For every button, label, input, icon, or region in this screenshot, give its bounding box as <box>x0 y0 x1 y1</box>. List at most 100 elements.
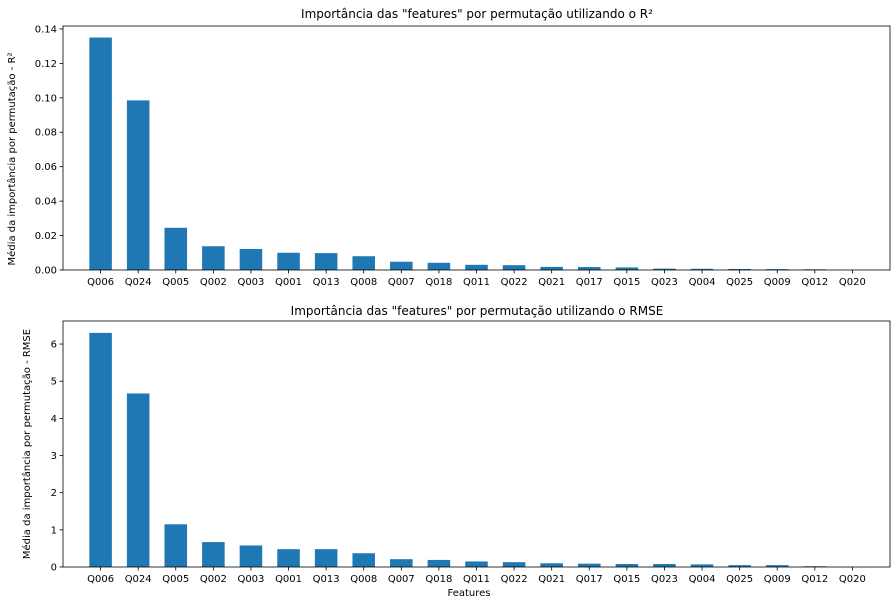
bar-q018 <box>427 559 451 567</box>
y-axis-label: Média da importância por permutação - RM… <box>21 329 33 559</box>
y-tick-label: 6 <box>51 340 57 351</box>
bar-q006 <box>89 332 112 567</box>
axes-frame <box>62 320 891 568</box>
bar-q004 <box>690 564 714 567</box>
y-tick-label: 2 <box>51 488 57 499</box>
y-tick-label: 4 <box>51 414 57 425</box>
axes-frame <box>62 25 891 271</box>
x-tick-label-q006: Q006 <box>87 277 114 288</box>
x-tick-label-q015: Q015 <box>613 574 640 585</box>
bar-q024 <box>126 393 150 567</box>
y-tick-label: 0.12 <box>35 59 57 70</box>
x-tick-label-q008: Q008 <box>350 277 377 288</box>
bar-q013 <box>314 549 338 567</box>
bar-group <box>89 37 827 270</box>
bar-q017 <box>578 563 601 567</box>
bar-q018 <box>427 262 451 270</box>
y-tick-label: 0.02 <box>35 231 57 242</box>
x-tick-label-q009: Q009 <box>764 277 791 288</box>
x-tick-label-q004: Q004 <box>689 574 716 585</box>
y-tick-label: 0.08 <box>35 128 57 139</box>
chart-title: Importância das "features" por permutaçã… <box>291 304 664 318</box>
y-tick-label: 0.00 <box>35 266 57 277</box>
x-tick-label-q003: Q003 <box>237 277 264 288</box>
bar-q021 <box>540 266 563 270</box>
bar-q011 <box>465 264 488 270</box>
x-tick-label-q021: Q021 <box>538 277 565 288</box>
x-tick-label-q011: Q011 <box>463 574 490 585</box>
x-tick-label-q021: Q021 <box>538 574 565 585</box>
x-tick-label-q017: Q017 <box>576 574 603 585</box>
y-tick-label: 0.14 <box>35 24 57 35</box>
bar-q003 <box>239 248 263 270</box>
y-tick-label: 5 <box>51 377 57 388</box>
bar-q025 <box>728 268 751 270</box>
y-tick-group: 0.00 0.02 0.04 0.06 0.08 0.10 0.12 0.14 <box>35 24 63 277</box>
bar-q023 <box>653 268 676 270</box>
bar-q023 <box>653 564 676 567</box>
bar-q022 <box>502 562 526 567</box>
x-tick-label-q008: Q008 <box>350 574 377 585</box>
chart-rmse: Importância das "features" por permutaçã… <box>21 304 891 599</box>
bar-q021 <box>540 563 563 567</box>
x-tick-label-q005: Q005 <box>162 574 189 585</box>
x-axis-label: Features <box>448 588 491 599</box>
x-tick-label-q015: Q015 <box>613 277 640 288</box>
bar-q022 <box>502 265 526 270</box>
x-tick-label-q025: Q025 <box>726 277 753 288</box>
x-tick-label-q005: Q005 <box>162 277 189 288</box>
y-tick-label: 0 <box>51 563 57 574</box>
x-tick-label-q020: Q020 <box>839 277 866 288</box>
bar-group <box>89 332 827 567</box>
bar-q001 <box>277 252 300 270</box>
x-tick-label-q001: Q001 <box>275 277 302 288</box>
bar-q005 <box>164 227 188 270</box>
y-tick-group: 0 1 2 3 4 5 6 <box>51 340 63 574</box>
chart-title: Importância das "features" por permutaçã… <box>301 7 653 21</box>
y-tick-label: 3 <box>51 451 57 462</box>
bar-q001 <box>277 549 300 567</box>
bar-q002 <box>202 246 225 270</box>
x-tick-label-q024: Q024 <box>125 574 152 585</box>
x-tick-label-q012: Q012 <box>801 277 828 288</box>
x-tick-label-q007: Q007 <box>388 574 415 585</box>
bar-q007 <box>390 261 413 270</box>
x-tick-label-q013: Q013 <box>313 277 340 288</box>
bar-q017 <box>578 267 601 270</box>
x-tick-label-q022: Q022 <box>501 574 528 585</box>
x-tick-group: Q006 Q024 Q005 Q002 Q003 Q001 Q013 Q008 Q007 Q018… <box>87 567 866 585</box>
x-tick-label-q011: Q011 <box>463 277 490 288</box>
bar-q002 <box>202 542 225 567</box>
y-axis-label: Média da importância por permutação - R² <box>6 53 18 266</box>
bar-q024 <box>126 100 150 270</box>
x-tick-label-q023: Q023 <box>651 574 678 585</box>
x-tick-label-q002: Q002 <box>200 277 227 288</box>
bar-q005 <box>164 524 188 567</box>
x-tick-label-q001: Q001 <box>275 574 302 585</box>
bar-q011 <box>465 561 488 567</box>
x-tick-label-q009: Q009 <box>764 574 791 585</box>
x-tick-label-q020: Q020 <box>839 574 866 585</box>
x-tick-label-q022: Q022 <box>501 277 528 288</box>
x-tick-label-q006: Q006 <box>87 574 114 585</box>
x-tick-label-q003: Q003 <box>237 574 264 585</box>
x-tick-label-q018: Q018 <box>425 277 452 288</box>
bar-q008 <box>352 256 375 270</box>
bar-q009 <box>765 565 789 567</box>
bar-q003 <box>239 545 263 567</box>
bar-q015 <box>615 564 639 567</box>
y-tick-label: 1 <box>51 525 57 536</box>
x-tick-label-q007: Q007 <box>388 277 415 288</box>
x-tick-label-q002: Q002 <box>200 574 227 585</box>
y-tick-label: 0.10 <box>35 93 57 104</box>
chart-r2: Importância das "features" por permutaçã… <box>6 7 891 288</box>
x-tick-label-q025: Q025 <box>726 574 753 585</box>
bar-q004 <box>690 268 714 270</box>
bar-q025 <box>728 565 751 567</box>
bar-q007 <box>390 559 413 567</box>
x-tick-label-q023: Q023 <box>651 277 678 288</box>
x-tick-label-q013: Q013 <box>313 574 340 585</box>
y-tick-label: 0.04 <box>35 197 57 208</box>
x-tick-label-q018: Q018 <box>425 574 452 585</box>
bar-q008 <box>352 553 375 567</box>
